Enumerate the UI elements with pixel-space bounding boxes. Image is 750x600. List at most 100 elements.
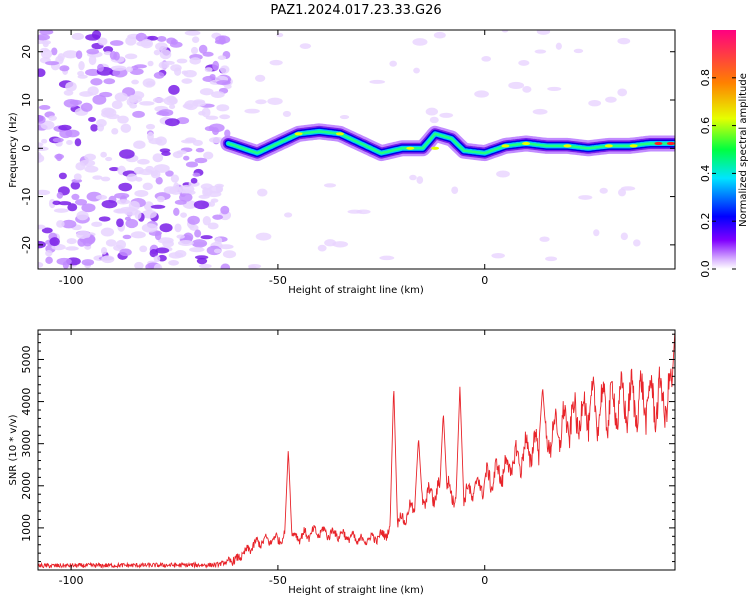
noise-blob: [65, 246, 79, 251]
noise-blob: [149, 248, 159, 258]
noise-blob: [178, 184, 195, 194]
noise-blob: [192, 172, 201, 177]
ridge-hotspot: [666, 141, 675, 146]
noise-blob: [95, 194, 108, 200]
noise-blob: [416, 176, 424, 184]
noise-blob: [412, 38, 428, 46]
noise-blob: [103, 78, 116, 85]
noise-blob: [413, 67, 420, 74]
noise-blob: [119, 248, 132, 257]
noise-blob: [40, 47, 49, 53]
colorbar-axes: 0.0 0.2 0.4 0.6 0.8: [699, 69, 736, 278]
noise-blob: [618, 188, 627, 197]
noise-blob: [207, 222, 219, 230]
noise-blob: [216, 104, 230, 112]
noise-blob: [508, 81, 525, 90]
noise-blob: [38, 189, 51, 196]
noise-blob: [139, 245, 148, 253]
noise-blob: [299, 43, 312, 50]
noise-blob: [347, 209, 363, 214]
noise-blob: [196, 257, 208, 265]
noise-blob: [248, 263, 262, 269]
x-tick-label: 0: [481, 574, 488, 587]
noise-blob: [491, 252, 505, 259]
noise-blob: [139, 101, 155, 106]
noise-blob: [115, 239, 127, 250]
noise-blob: [119, 149, 135, 159]
ridge-core: [227, 130, 675, 155]
ridge-hotspot: [629, 144, 638, 148]
noise-blob: [193, 200, 210, 210]
noise-blob: [51, 47, 58, 56]
noise-blob: [198, 194, 210, 199]
noise-blob: [555, 42, 562, 50]
noise-blob: [98, 216, 111, 222]
noise-blob: [56, 220, 65, 228]
noise-blob: [181, 78, 193, 84]
noise-blob: [190, 46, 199, 55]
noise-blob: [124, 53, 138, 60]
noise-blob: [77, 71, 85, 77]
noise-blob: [38, 154, 45, 163]
noise-blob: [38, 34, 50, 41]
noise-blob: [617, 88, 628, 97]
noise-blob: [120, 123, 132, 133]
noise-blob: [106, 113, 120, 120]
noise-blob: [38, 115, 46, 124]
noise-blob: [166, 95, 177, 103]
noise-blob: [214, 237, 223, 244]
noise-blob: [177, 239, 194, 246]
chart-title: PAZ1.2024.017.23.33.G26: [270, 3, 441, 18]
noise-blob: [189, 57, 201, 65]
snr-series-line: [38, 332, 675, 570]
noise-blob: [73, 173, 82, 181]
noise-blob: [195, 147, 205, 153]
noise-blob: [202, 216, 211, 226]
noise-blob: [269, 59, 283, 66]
noise-blob: [70, 181, 81, 190]
noise-blob: [78, 60, 85, 71]
y-tick-label: -20: [20, 236, 33, 254]
noise-blob: [174, 223, 182, 233]
noise-blob: [111, 100, 123, 110]
noise-blob: [161, 151, 171, 156]
noise-blob: [86, 48, 100, 55]
noise-blob: [224, 129, 231, 138]
noise-blob: [212, 214, 224, 220]
noise-blob: [114, 92, 128, 102]
noise-blob: [129, 68, 144, 75]
noise-blob: [109, 40, 124, 46]
ridge-hotspot: [501, 144, 510, 148]
noise-blob: [63, 89, 74, 96]
noise-blob: [152, 97, 165, 103]
noise-blob: [208, 136, 225, 144]
noise-blob: [132, 110, 145, 118]
noise-blob: [58, 201, 72, 206]
noise-blob: [176, 234, 185, 239]
noise-blob: [153, 255, 161, 263]
noise-blob: [189, 247, 205, 253]
noise-blob: [425, 107, 439, 116]
y-tick-label: 5000: [20, 345, 33, 373]
noise-blob: [153, 263, 163, 269]
noise-blob: [56, 257, 72, 266]
noise-blob: [76, 210, 89, 221]
noise-blob: [111, 65, 127, 71]
noise-blob: [71, 32, 85, 41]
noise-blob: [188, 181, 200, 187]
noise-blob: [105, 156, 113, 162]
noise-blob: [40, 120, 55, 130]
noise-blob: [147, 35, 159, 41]
noise-blob: [174, 67, 182, 76]
noise-blob: [45, 256, 53, 264]
noise-blob: [45, 249, 53, 257]
noise-blob: [536, 30, 551, 35]
noise-blob: [41, 138, 48, 144]
noise-blob: [201, 107, 211, 118]
noise-blob: [118, 182, 133, 192]
noise-blob: [97, 63, 104, 72]
noise-blob: [532, 108, 548, 115]
noise-blob: [143, 201, 154, 211]
noise-blob: [220, 263, 231, 269]
noise-blob: [87, 86, 99, 96]
